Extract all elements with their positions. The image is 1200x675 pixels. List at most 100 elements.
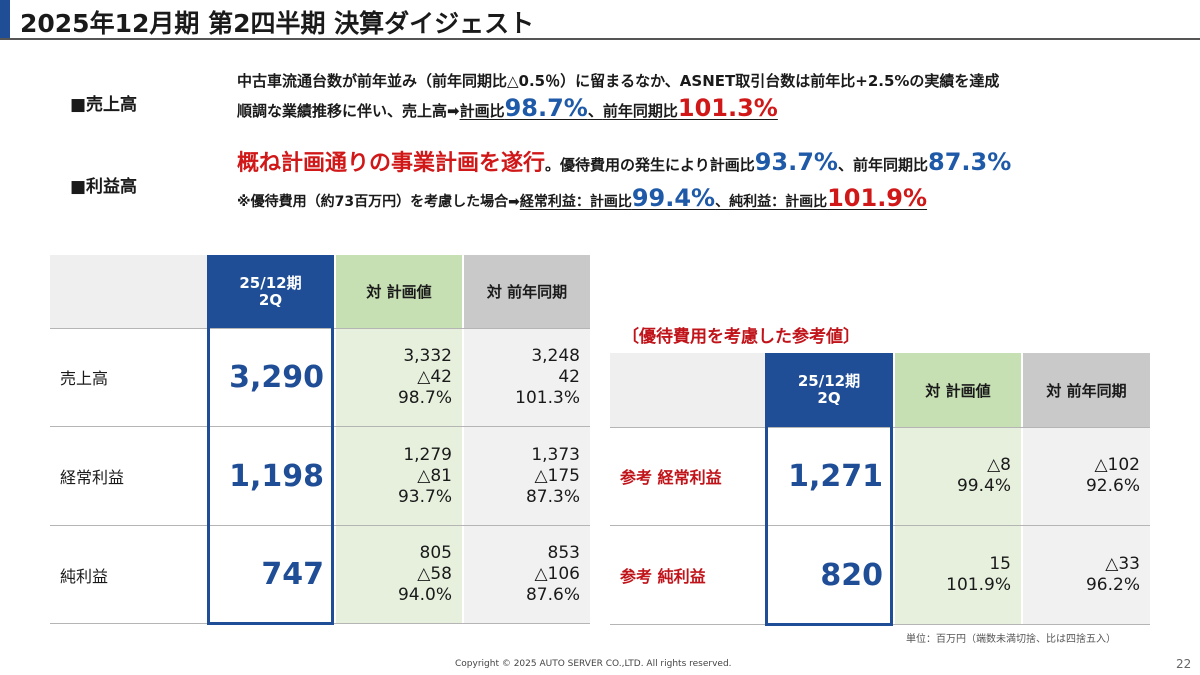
main-row-sales-plan-diff: △42 (417, 366, 452, 387)
copyright-footer: Copyright © 2025 AUTO SERVER CO.,LTD. Al… (455, 659, 732, 669)
profit-section-label: ■利益高 (70, 177, 138, 197)
reference-caption: 〔優待費用を考慮した参考値〕 (622, 327, 860, 347)
main-row-sales-yoy-prior: 3,248 (531, 345, 580, 366)
main-row-sales-yoy-diff: 42 (558, 366, 580, 387)
profit-headline-tail: 。優待費用の発生により計画比 (545, 156, 755, 174)
sales-separator: 、 (587, 102, 603, 120)
ref-row-ordinary-plan-ratio: 99.4% (956, 476, 1011, 496)
main-row-sales-plan-ratio: 98.7% (397, 387, 452, 408)
ref-row-ordinary-yoy: △102 92.6% (1023, 427, 1150, 525)
main-row-sales-yoy: 3,248 42 101.3% (464, 328, 590, 426)
note-prefix: ※優待費用（約73百万円）を考慮した場合➡ (237, 194, 520, 210)
ref-period-highlight-frame (765, 353, 893, 626)
ref-row-net-plan: 15 101.9% (895, 526, 1021, 624)
profit-mid-text: 、前年同期比 (837, 156, 928, 174)
note-ordinary-label: 経常利益：計画比 (519, 194, 632, 210)
note-net-label: 純利益：計画比 (729, 194, 828, 210)
main-row-ordinary-yoy-prior: 1,373 (531, 444, 580, 465)
ref-row-ordinary-label: 参考 経常利益 (620, 468, 722, 487)
main-header-yoy: 対 前年同期 (464, 255, 590, 328)
reference-results-table: 25/12期 2Q 対 計画値 対 前年同期 参考 経常利益 1,271 △8 … (610, 353, 1150, 626)
main-row-net-yoy: 853 △106 87.6% (464, 526, 590, 623)
ref-row-net-yoy: △33 96.2% (1023, 526, 1150, 624)
sales-plan-ratio: 計画比98.7%、前年同期比101.3% (459, 94, 778, 122)
main-header-period-line1: 25/12期 (239, 273, 302, 292)
main-divider (50, 426, 590, 427)
profit-plan-value: 93.7% (754, 148, 838, 176)
sales-plan-label: 計画比 (459, 102, 505, 120)
main-row-ordinary-yoy-ratio: 87.3% (525, 486, 580, 507)
sales-yoy-value: 101.3% (677, 94, 778, 122)
main-plan-column-bg (336, 328, 462, 623)
main-row-ordinary-plan-diff: △81 (417, 465, 452, 486)
ref-row-net-plan-ratio: 101.9% (946, 575, 1011, 595)
ref-header-period-line2: 2Q (817, 389, 841, 407)
sales-section-label: ■売上高 (70, 95, 138, 115)
main-row-ordinary-yoy: 1,373 △175 87.3% (464, 427, 590, 525)
main-row-net-plan-diff: △58 (417, 564, 452, 584)
note-ordinary-value: 99.4% (631, 184, 716, 212)
note-separator: 、 (715, 194, 730, 210)
title-bar: 2025年12月期 第2四半期 決算ダイジェスト (0, 0, 1200, 40)
main-period-highlight-frame (207, 255, 334, 625)
profit-headline: 概ね計画通りの事業計画を遂行 (237, 151, 546, 176)
main-row-net-plan: 805 △58 94.0% (336, 526, 462, 623)
main-row-net-label: 純利益 (60, 566, 109, 586)
ref-row-ordinary-value: 1,271 (788, 458, 883, 494)
ref-row-ordinary-plan-diff: △8 (987, 455, 1011, 475)
profit-headline-line: 概ね計画通りの事業計画を遂行。優待費用の発生により計画比93.7%、前年同期比8… (237, 145, 1011, 177)
main-header-plan: 対 計画値 (336, 255, 462, 328)
sales-line2-prefix: 順調な業績推移に伴い、売上高➡ (237, 102, 460, 120)
main-yoy-column-bg (464, 328, 590, 623)
main-row-net-yoy-ratio: 87.6% (525, 585, 580, 605)
main-row-ordinary-label: 経常利益 (60, 468, 125, 487)
main-row-ordinary-plan-ratio: 93.7% (397, 486, 452, 507)
ref-table-corner (610, 353, 765, 427)
main-row-sales-value: 3,290 (229, 359, 324, 395)
ref-row-ordinary-yoy-ratio: 92.6% (1085, 476, 1140, 496)
main-divider (50, 328, 590, 329)
main-header-period-line2: 2Q (258, 290, 283, 309)
ref-row-ordinary-plan: △8 99.4% (895, 427, 1021, 525)
note-ratios: 経常利益：計画比99.4%、純利益：計画比101.9% (519, 184, 927, 212)
main-row-sales-plan: 3,332 △42 98.7% (336, 328, 462, 426)
main-table-corner (50, 255, 207, 328)
main-header-period: 25/12期 2Q (207, 255, 334, 328)
unit-note: 単位：百万円（端数未満切捨、比は四捨五入） (906, 634, 1116, 645)
note-net-value: 101.9% (827, 184, 928, 212)
main-row-sales-yoy-ratio: 101.3% (515, 387, 580, 408)
main-results-table: 25/12期 2Q 対 計画値 対 前年同期 売上高 3,290 3,332 △… (50, 255, 590, 625)
title-accent-bar (0, 0, 10, 38)
main-row-net-yoy-prior: 853 (547, 543, 580, 563)
main-row-ordinary-plan-target: 1,279 (403, 444, 452, 465)
main-row-ordinary-yoy-diff: △175 (534, 465, 580, 486)
main-divider (50, 525, 590, 526)
ref-header-period-line1: 25/12期 (797, 372, 861, 390)
page-number: 22 (1176, 657, 1192, 671)
sales-plan-value: 98.7% (504, 94, 588, 122)
ref-row-net-value: 820 (820, 557, 883, 593)
sales-yoy-label: 前年同期比 (602, 102, 678, 120)
profit-yoy-value: 87.3% (928, 148, 1012, 176)
page-title: 2025年12月期 第2四半期 決算ダイジェスト (20, 9, 535, 38)
ref-header-yoy: 対 前年同期 (1023, 353, 1150, 427)
ref-divider (610, 427, 1150, 428)
main-row-net-plan-ratio: 94.0% (397, 585, 452, 605)
sales-description-line1: 中古車流通台数が前年並み（前年同期比△0.5％）に留まるなか、ASNET取引台数… (237, 72, 1000, 90)
ref-row-net-yoy-ratio: 96.2% (1085, 575, 1140, 595)
ref-divider (610, 525, 1150, 526)
main-row-net-value: 747 (261, 557, 324, 592)
main-row-sales-plan-target: 3,332 (403, 345, 452, 366)
main-row-net-plan-target: 805 (419, 543, 452, 563)
ref-header-period: 25/12期 2Q (765, 353, 893, 427)
ref-row-ordinary-yoy-diff: △102 (1094, 455, 1140, 475)
profit-note-line: ※優待費用（約73百万円）を考慮した場合➡経常利益：計画比99.4%、純利益：計… (237, 184, 927, 212)
main-row-sales-label: 売上高 (60, 369, 109, 388)
ref-row-net-plan-diff: 15 (989, 554, 1011, 574)
sales-description-line2: 順調な業績推移に伴い、売上高➡計画比98.7%、前年同期比101.3% (237, 94, 778, 122)
ref-row-net-label: 参考 純利益 (620, 567, 706, 586)
main-row-net-yoy-diff: △106 (534, 564, 580, 584)
ref-row-net-yoy-diff: △33 (1105, 554, 1140, 574)
main-row-ordinary-value: 1,198 (229, 458, 324, 494)
main-row-ordinary-plan: 1,279 △81 93.7% (336, 427, 462, 525)
